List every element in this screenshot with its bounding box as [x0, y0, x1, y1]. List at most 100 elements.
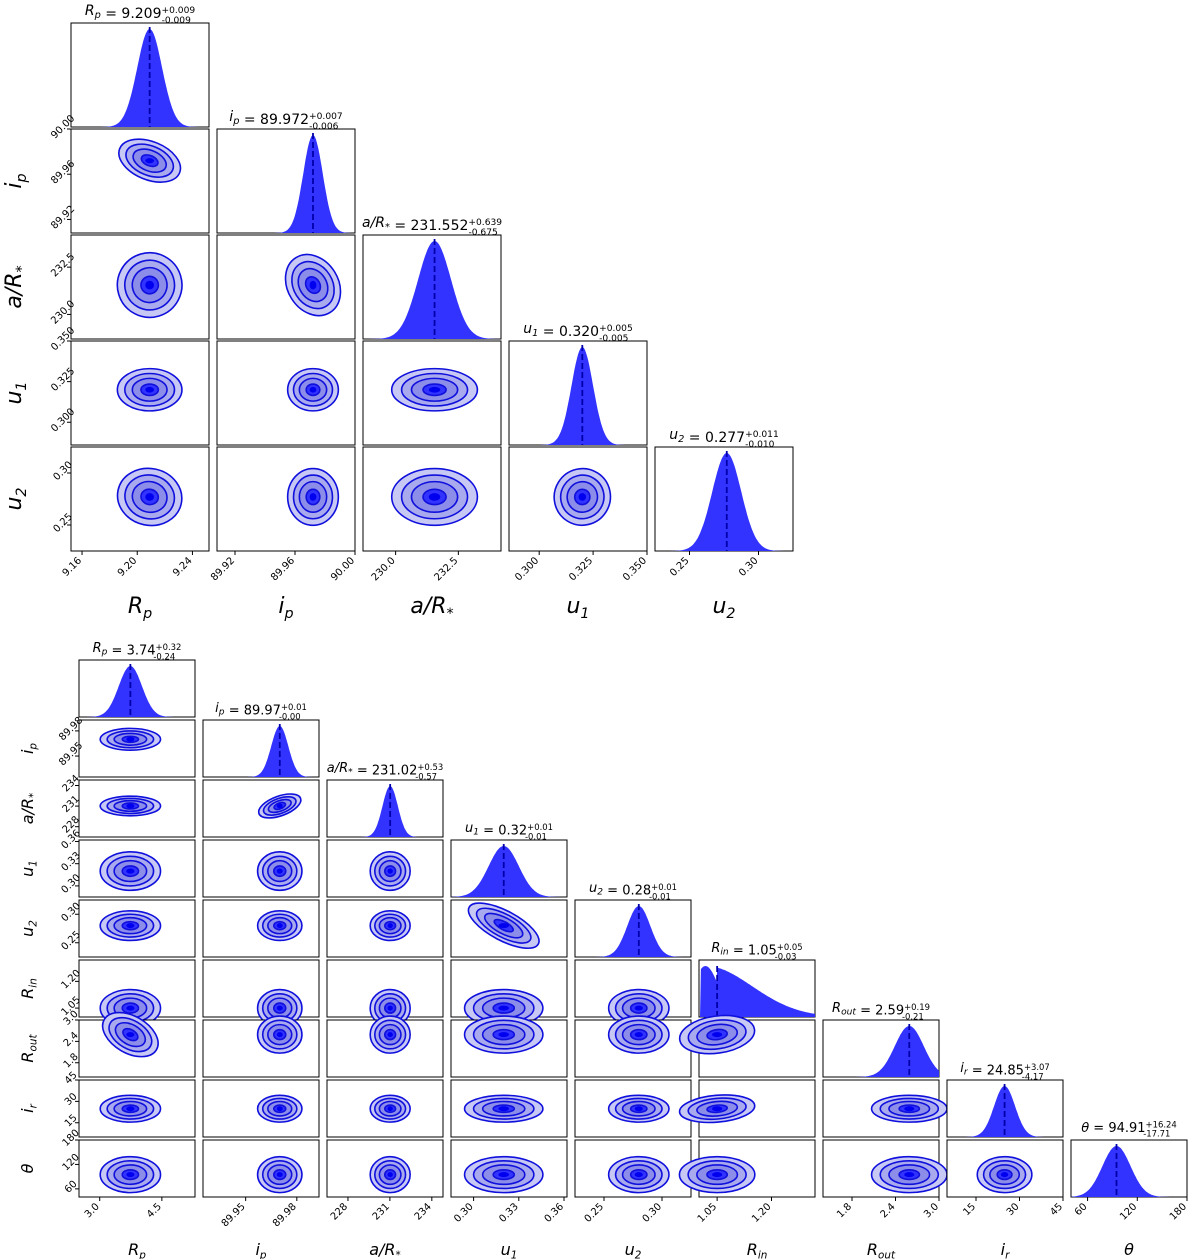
histogram-u_1: [508, 340, 648, 446]
contour-θ-vs-R_out: [822, 1139, 948, 1198]
posterior-curve: [217, 135, 355, 233]
panel-frame: [70, 340, 210, 446]
x-axis-label-u_1: u1: [566, 594, 589, 622]
title-θ: θ = 94.91+16.24 -17.71: [1081, 1119, 1177, 1138]
contour-core: [387, 868, 393, 874]
contour-core: [276, 923, 283, 929]
contour-core: [276, 868, 283, 874]
contour-core: [387, 923, 393, 929]
x-axis-label-u_2: u2: [625, 1240, 642, 1259]
x-tick-label: 30: [1005, 1201, 1022, 1218]
y-axis-label-θ: θ: [18, 1163, 37, 1173]
x-axis-label-R_out: Rout: [867, 1240, 896, 1259]
contour-R_out-vs-a/R_*: [326, 1015, 444, 1078]
contour-core: [387, 1005, 393, 1011]
x-tick-label: 0.30: [737, 555, 761, 579]
histogram-i_r: [946, 1079, 1064, 1138]
contour-core: [276, 1032, 283, 1038]
posterior-curve: [79, 666, 195, 717]
contour-i_r-vs-u_2: [574, 1079, 692, 1138]
x-axis-label-u_1: u1: [501, 1240, 518, 1259]
contour-core: [126, 1032, 135, 1038]
posterior-curve: [655, 453, 793, 551]
contour-core: [634, 1106, 643, 1112]
x-tick-label: 4.5: [145, 1201, 164, 1220]
contour-R_out-vs-R_in: [678, 1014, 816, 1078]
x-tick-label: 0.350: [621, 555, 649, 583]
panel-frame: [216, 128, 356, 234]
x-tick-label: 0.30: [452, 1201, 476, 1225]
contour-θ-vs-R_p: [78, 1139, 196, 1198]
contour-a/R_*-vs-R_p: [78, 779, 196, 838]
y-axis-label-u_1: u1: [18, 860, 40, 877]
contour-core: [309, 386, 317, 393]
x-tick-label: 0.25: [668, 555, 692, 579]
contour-core: [309, 280, 317, 290]
x-tick-label: 120: [1118, 1201, 1139, 1222]
x-tick-label: 89.98: [271, 1201, 299, 1229]
histogram-θ: [1070, 1139, 1188, 1198]
histogram-a/R_*: [326, 779, 444, 838]
x-tick-label: 0.30: [641, 1201, 665, 1225]
contour-core: [634, 1172, 643, 1178]
x-tick-label: 89.95: [220, 1201, 248, 1229]
x-axis-label-θ: θ: [1124, 1240, 1134, 1259]
contour-core: [309, 493, 317, 501]
x-tick-label: 89.96: [269, 555, 297, 583]
posterior-curve: [71, 29, 209, 128]
title-i_r: ir = 24.85+3.07 -4.17: [960, 1061, 1050, 1081]
x-tick-label: 234: [413, 1201, 434, 1222]
contour-core: [276, 803, 283, 809]
posterior-curve: [327, 786, 443, 837]
x-axis-label-a/R_*: a/R*: [410, 594, 453, 622]
y-tick-label: 15: [63, 1113, 80, 1130]
contour-core: [126, 736, 135, 742]
contour-R_in-vs-u_2: [574, 959, 692, 1028]
contour-core: [428, 493, 441, 501]
title-i_p: ip = 89.972+0.007 -0.006: [229, 109, 343, 132]
histogram-R_in: [698, 959, 816, 1018]
x-tick-label: 9.24: [171, 555, 195, 579]
contour-core: [712, 1106, 723, 1112]
title-R_in: Rin = 1.05+0.05 -0.03: [711, 941, 802, 961]
title-u_2: u2 = 0.277+0.011 -0.010: [669, 427, 778, 450]
y-axis-label-u_2: u2: [2, 487, 30, 510]
contour-core: [145, 158, 155, 164]
x-tick-label: 1.8: [835, 1201, 854, 1220]
y-axis-label-a/R_*: a/R*: [18, 793, 40, 825]
contour-i_r-vs-R_out: [822, 1079, 948, 1138]
y-axis-label-i_p: ip: [18, 743, 40, 754]
x-tick-label: 231: [371, 1201, 392, 1222]
contour-R_in-vs-u_1: [450, 959, 568, 1028]
contour-core: [1000, 1172, 1009, 1178]
contour-u_2-vs-R_p: [70, 446, 210, 552]
contour-core: [498, 1106, 509, 1112]
x-tick-label: 2.4: [879, 1201, 898, 1220]
contour-R_out-vs-R_p: [78, 1011, 196, 1078]
x-tick-label: 228: [329, 1201, 350, 1222]
contour-R_in-vs-a/R_*: [326, 959, 444, 1028]
y-axis-label-R_out: Rout: [18, 1034, 40, 1063]
contour-core: [712, 1032, 723, 1038]
contour-core: [126, 1005, 135, 1011]
contour-core: [904, 1172, 915, 1178]
title-i_p: ip = 89.97+0.01 -0.00: [215, 701, 307, 721]
contour-a/R_*-vs-i_p: [216, 234, 356, 340]
histogram-u_1: [450, 839, 568, 898]
y-axis-label-R_in: Rin: [18, 978, 40, 999]
contour-R_out-vs-i_p: [202, 1015, 320, 1078]
contour-core: [126, 923, 135, 929]
y-axis-label-u_1: u1: [2, 381, 30, 404]
x-axis-label-i_r: ir: [1001, 1240, 1010, 1259]
contour-core: [145, 493, 155, 501]
contour-i_p-vs-R_p: [78, 719, 196, 778]
x-tick-label: 9.20: [116, 555, 140, 579]
contour-θ-vs-i_p: [202, 1139, 320, 1198]
contour-core: [904, 1106, 915, 1112]
y-tick-label: 60: [63, 1179, 80, 1196]
x-tick-label: 0.33: [497, 1201, 521, 1225]
corner-plot-lower: Rp = 3.74+0.32 -0.24 89.95 89.98 ip ip = 89.9…: [18, 641, 1189, 1259]
posterior-curve: [509, 347, 647, 445]
histogram-u_2: [654, 446, 794, 552]
contour-i_r-vs-a/R_*: [326, 1079, 444, 1138]
